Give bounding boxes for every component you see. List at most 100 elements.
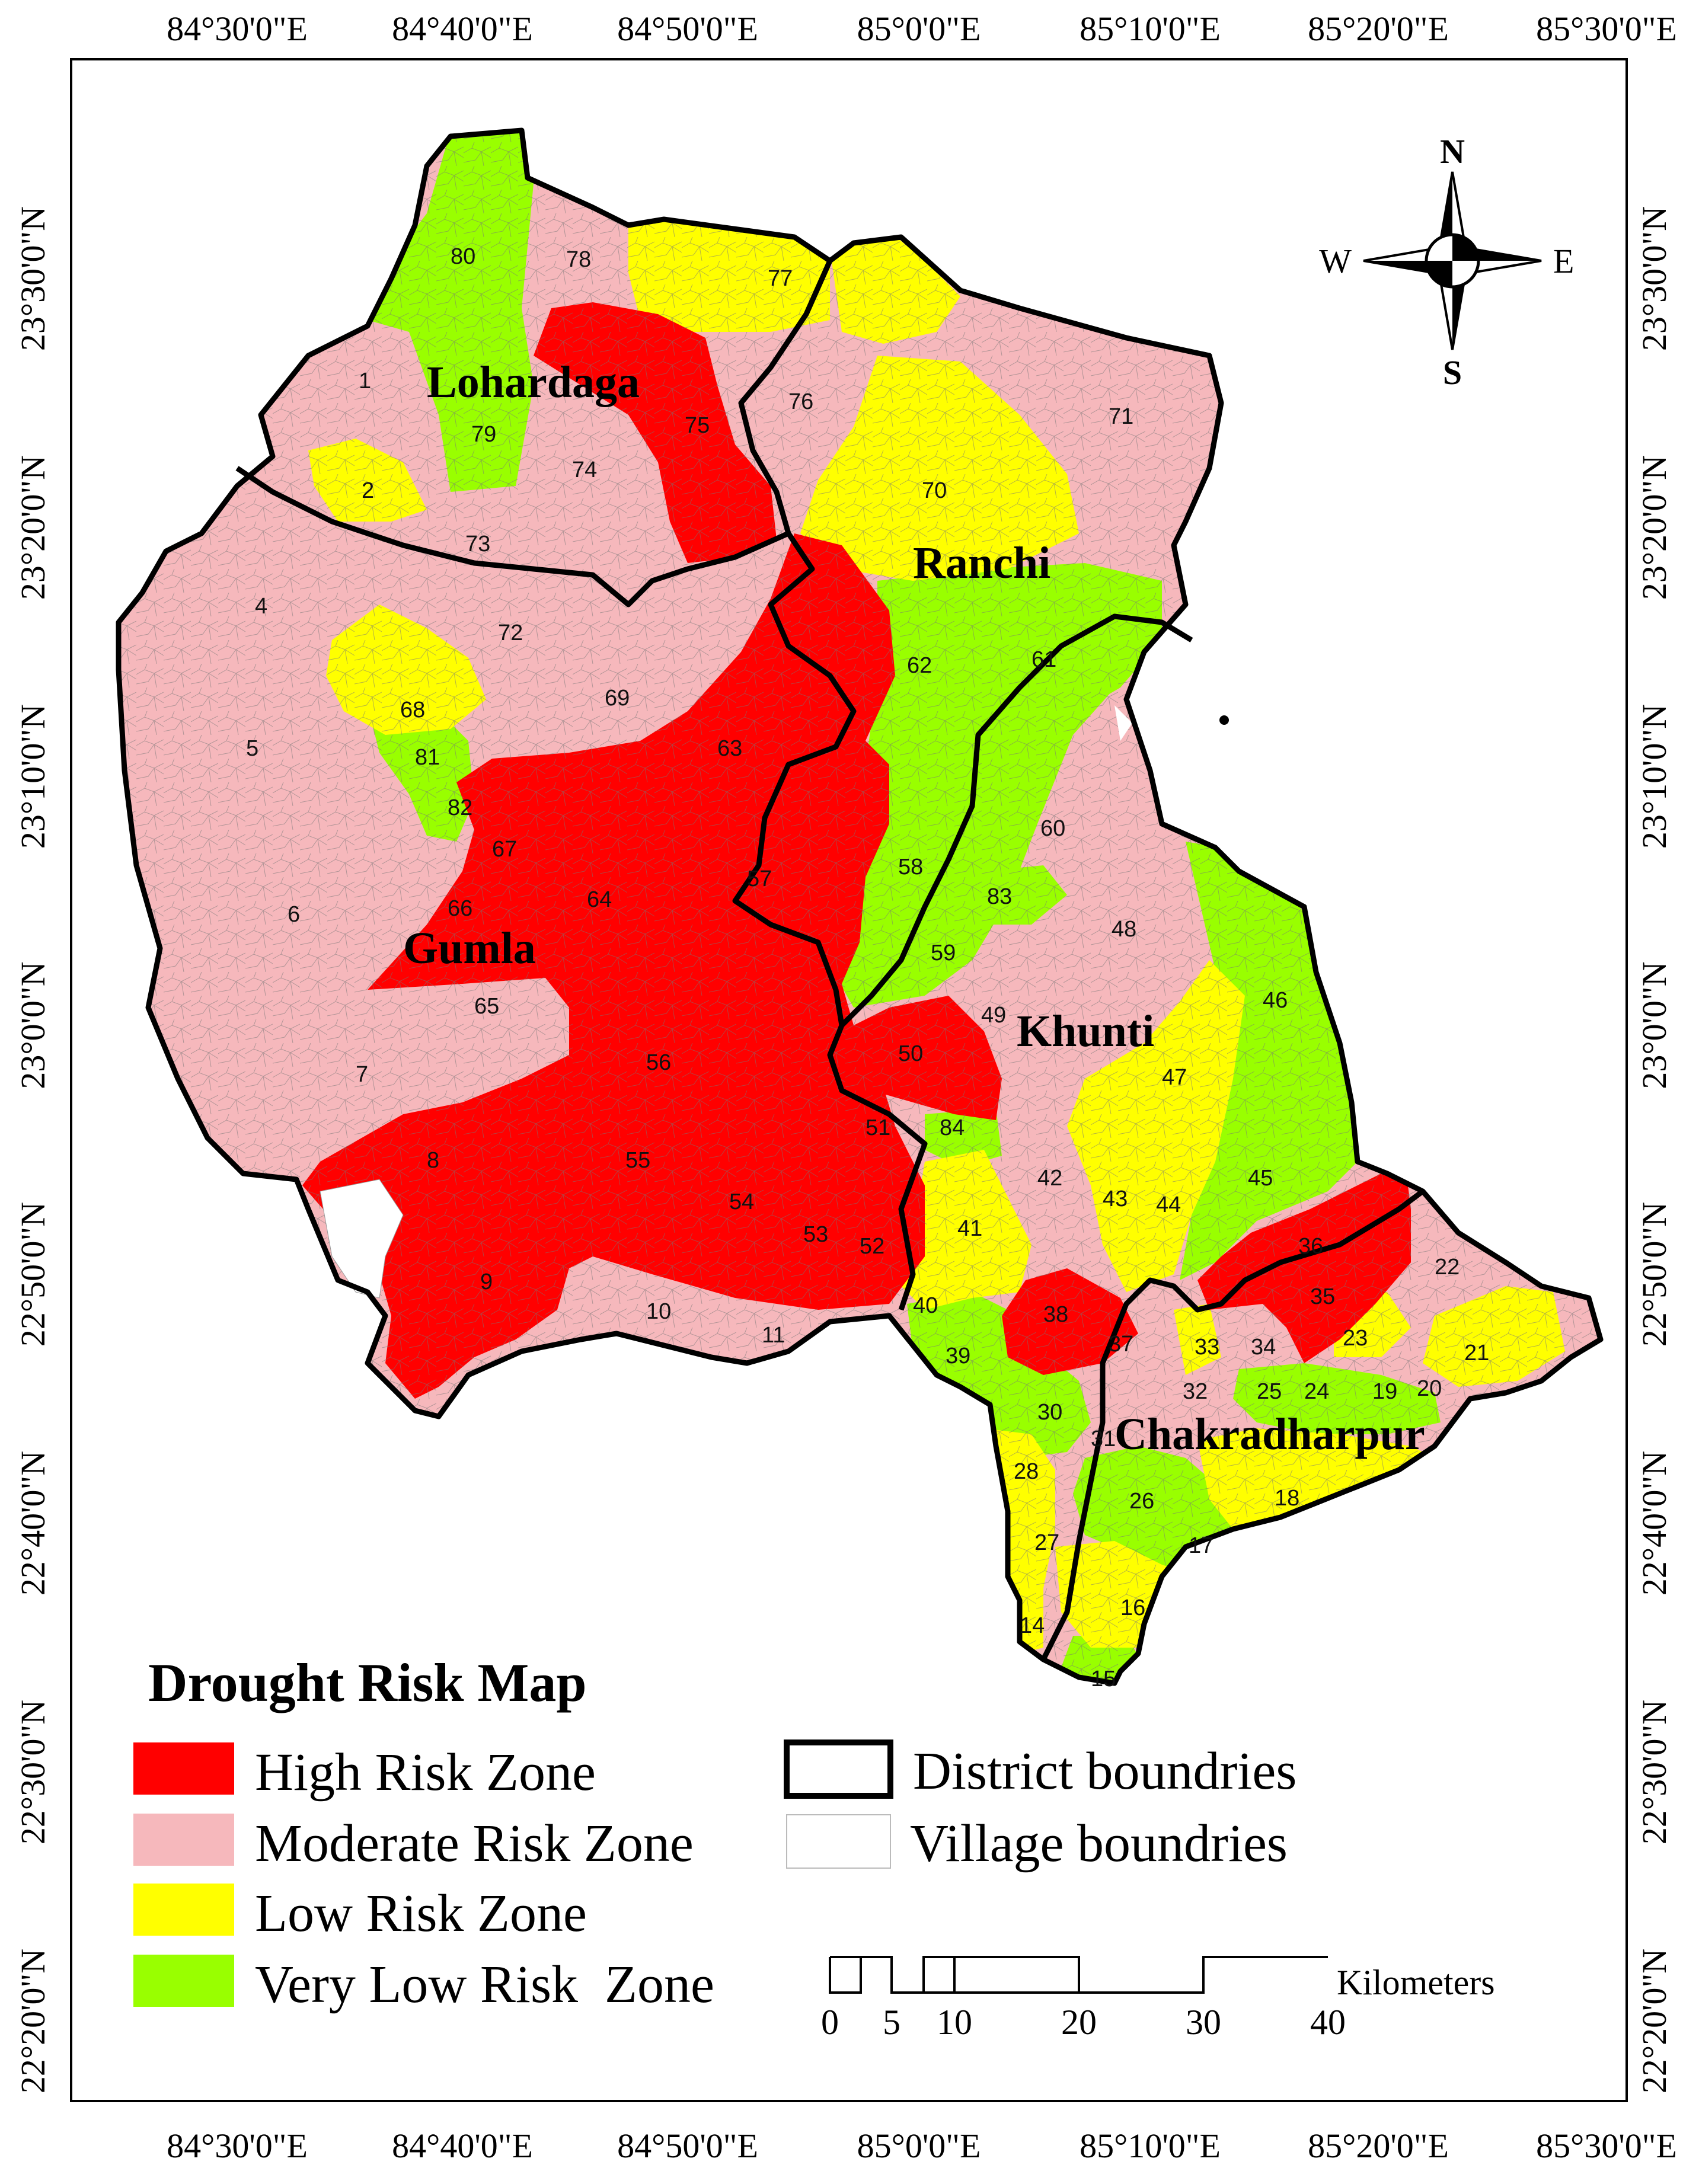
village-number: 26 xyxy=(1129,1489,1154,1514)
village-number: 64 xyxy=(587,887,612,912)
village-number: 34 xyxy=(1251,1335,1276,1360)
village-number: 16 xyxy=(1120,1595,1145,1620)
village-number: 46 xyxy=(1263,988,1288,1013)
lon-label: 84°30'0"E xyxy=(167,2127,308,2165)
village-number: 67 xyxy=(492,837,517,862)
village-number: 18 xyxy=(1275,1486,1299,1511)
village-number: 50 xyxy=(898,1041,923,1066)
village-number: 82 xyxy=(448,795,472,820)
scale-unit-label: Kilometers xyxy=(1337,1963,1495,2002)
village-number: 49 xyxy=(981,1003,1006,1028)
village-number: 58 xyxy=(898,855,923,880)
map-point xyxy=(1219,715,1229,725)
village-number: 21 xyxy=(1464,1341,1489,1366)
scale-tick: 30 xyxy=(1186,2003,1221,2042)
lon-label: 84°30'0"E xyxy=(167,9,308,48)
legend: Drought Risk Map High Risk Zone Moderate… xyxy=(133,1652,1296,2014)
village-number: 81 xyxy=(415,745,440,770)
village-number: 36 xyxy=(1298,1234,1323,1259)
village-number: 6 xyxy=(288,902,300,927)
village-number: 61 xyxy=(1031,647,1056,672)
district-label-ranchi: Ranchi xyxy=(913,538,1050,588)
legend-label-district-boundary: District boundries xyxy=(913,1742,1296,1801)
legend-label-village-boundary: Village boundries xyxy=(910,1814,1288,1873)
district-boundaries xyxy=(116,127,1604,1686)
lat-label: 22°20'0"N xyxy=(1635,1949,1674,2093)
village-number: 19 xyxy=(1372,1379,1397,1404)
village-number: 48 xyxy=(1112,917,1136,942)
district-label-khunti: Khunti xyxy=(1017,1006,1154,1056)
legend-label-high-risk: High Risk Zone xyxy=(255,1743,596,1802)
lon-label: 85°10'0"E xyxy=(1080,9,1221,48)
district-labels: Lohardaga Ranchi Gumla Khunti Chakradhar… xyxy=(403,357,1425,1459)
lat-label: 22°50'0"N xyxy=(14,1202,52,1347)
compass-n-label: N xyxy=(1440,132,1465,171)
village-number: 24 xyxy=(1304,1379,1329,1404)
village-number: 51 xyxy=(866,1115,890,1140)
village-number: 57 xyxy=(747,866,772,891)
village-number: 23 xyxy=(1343,1326,1368,1351)
village-number: 35 xyxy=(1310,1284,1335,1309)
scale-bar-graphic xyxy=(829,1956,1328,1994)
legend-swatch-district-boundary xyxy=(784,1739,893,1799)
lat-label: 22°20'0"N xyxy=(14,1949,52,2093)
scale-tick: 5 xyxy=(883,2003,900,2042)
village-number: 7 xyxy=(356,1062,368,1087)
village-number: 54 xyxy=(729,1189,754,1214)
village-number: 78 xyxy=(566,247,591,272)
legend-label-moderate-risk: Moderate Risk Zone xyxy=(255,1814,694,1873)
village-number: 28 xyxy=(1014,1459,1039,1484)
village-number: 27 xyxy=(1034,1530,1059,1555)
village-number: 4 xyxy=(255,594,267,619)
legend-title: Drought Risk Map xyxy=(148,1652,587,1713)
village-number: 84 xyxy=(940,1115,965,1140)
lon-label: 84°40'0"E xyxy=(392,9,533,48)
outer-boundary xyxy=(116,127,1604,1686)
scale-tick: 0 xyxy=(821,2003,839,2042)
legend-label-very-low-risk: Very Low Risk Zone xyxy=(255,1955,714,2014)
lat-label: 23°30'0"N xyxy=(14,206,52,351)
lat-label: 23°10'0"N xyxy=(1635,704,1674,849)
village-number: 63 xyxy=(717,736,742,761)
lat-label: 23°0'0"N xyxy=(1635,961,1674,1089)
north-arrow: N S E W xyxy=(1319,132,1574,392)
lat-label: 22°40'0"N xyxy=(1635,1451,1674,1595)
village-number: 56 xyxy=(646,1050,671,1075)
village-number-labels: 80 78 77 1 79 75 76 71 2 74 73 70 4 72 6… xyxy=(246,244,1489,1691)
village-number: 2 xyxy=(362,478,374,503)
village-number: 47 xyxy=(1162,1065,1187,1090)
legend-swatch-low-risk xyxy=(133,1884,234,1936)
village-number: 53 xyxy=(803,1222,828,1247)
village-number: 1 xyxy=(359,369,371,394)
lat-label: 22°30'0"N xyxy=(1635,1700,1674,1844)
village-number: 62 xyxy=(907,653,932,678)
village-number: 10 xyxy=(646,1299,671,1324)
lon-label: 84°50'0"E xyxy=(617,9,758,48)
lat-label: 22°40'0"N xyxy=(14,1451,52,1595)
latitude-labels-right: 23°30'0"N 23°20'0"N 23°10'0"N 23°0'0"N 2… xyxy=(1635,206,1674,2093)
lon-label: 85°30'0"E xyxy=(1536,9,1677,48)
village-number: 20 xyxy=(1417,1376,1442,1401)
lon-label: 85°20'0"E xyxy=(1308,9,1449,48)
legend-swatch-very-low-risk xyxy=(133,1955,234,2007)
village-number: 14 xyxy=(1020,1613,1045,1638)
village-number: 79 xyxy=(471,422,496,447)
lat-label: 23°20'0"N xyxy=(14,455,52,600)
compass-s-label: S xyxy=(1443,353,1462,392)
village-number: 52 xyxy=(860,1234,884,1259)
compass-w-label: W xyxy=(1319,242,1352,280)
lon-label: 84°50'0"E xyxy=(617,2127,758,2165)
village-number: 5 xyxy=(246,736,258,761)
legend-swatch-village-boundary xyxy=(786,1814,891,1869)
village-number: 9 xyxy=(480,1270,493,1294)
village-number: 44 xyxy=(1156,1192,1181,1217)
legend-swatch-high-risk xyxy=(133,1742,234,1795)
village-number: 17 xyxy=(1189,1533,1213,1558)
village-number: 75 xyxy=(685,413,710,438)
compass-e-label: E xyxy=(1553,242,1574,280)
legend-label-low-risk: Low Risk Zone xyxy=(255,1884,587,1943)
lon-label: 85°10'0"E xyxy=(1080,2127,1221,2165)
legend-swatch-moderate-risk xyxy=(133,1814,234,1866)
village-number: 80 xyxy=(451,244,475,269)
